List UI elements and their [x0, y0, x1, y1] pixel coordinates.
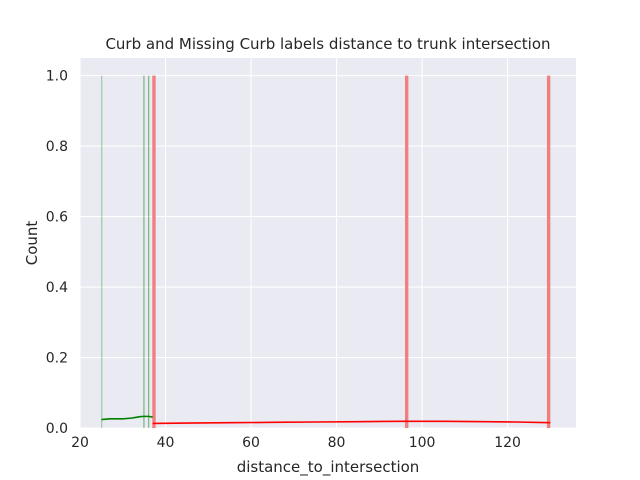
y-tick-label: 0.2 — [46, 351, 68, 367]
x-tick-label: 40 — [157, 435, 175, 451]
y-tick-label: 0.0 — [46, 421, 68, 437]
kde-line — [152, 420, 551, 425]
x-tick-label: 60 — [242, 435, 260, 451]
x-tick-label: 100 — [409, 435, 436, 451]
tick-labels: 20 40 60 80 100 120 0.0 0.2 0.4 0.6 0.8 1.0 — [46, 69, 521, 451]
chart-title: Curb and Missing Curb labels distance to… — [105, 35, 550, 53]
y-tick-label: 0.6 — [46, 210, 68, 226]
histogram-bar — [147, 75, 150, 428]
histogram-bars — [101, 75, 551, 428]
histogram-bar — [404, 75, 409, 428]
x-tick-label: 20 — [71, 435, 89, 451]
y-tick-label: 0.8 — [46, 139, 68, 155]
plot-area — [80, 58, 576, 428]
grid — [79, 58, 576, 429]
kde-lines — [101, 415, 551, 425]
x-axis-label: distance_to_intersection — [237, 458, 420, 477]
histogram-bar — [546, 75, 551, 428]
y-axis-label: Count — [23, 221, 41, 266]
x-tick-label: 80 — [328, 435, 346, 451]
histogram-bar — [152, 75, 156, 428]
histogram-bar — [101, 75, 103, 428]
kde-line — [101, 415, 153, 421]
x-tick-label: 120 — [494, 435, 521, 451]
histogram-bar — [143, 75, 145, 428]
y-tick-label: 1.0 — [46, 69, 68, 85]
y-tick-label: 0.4 — [46, 280, 68, 296]
